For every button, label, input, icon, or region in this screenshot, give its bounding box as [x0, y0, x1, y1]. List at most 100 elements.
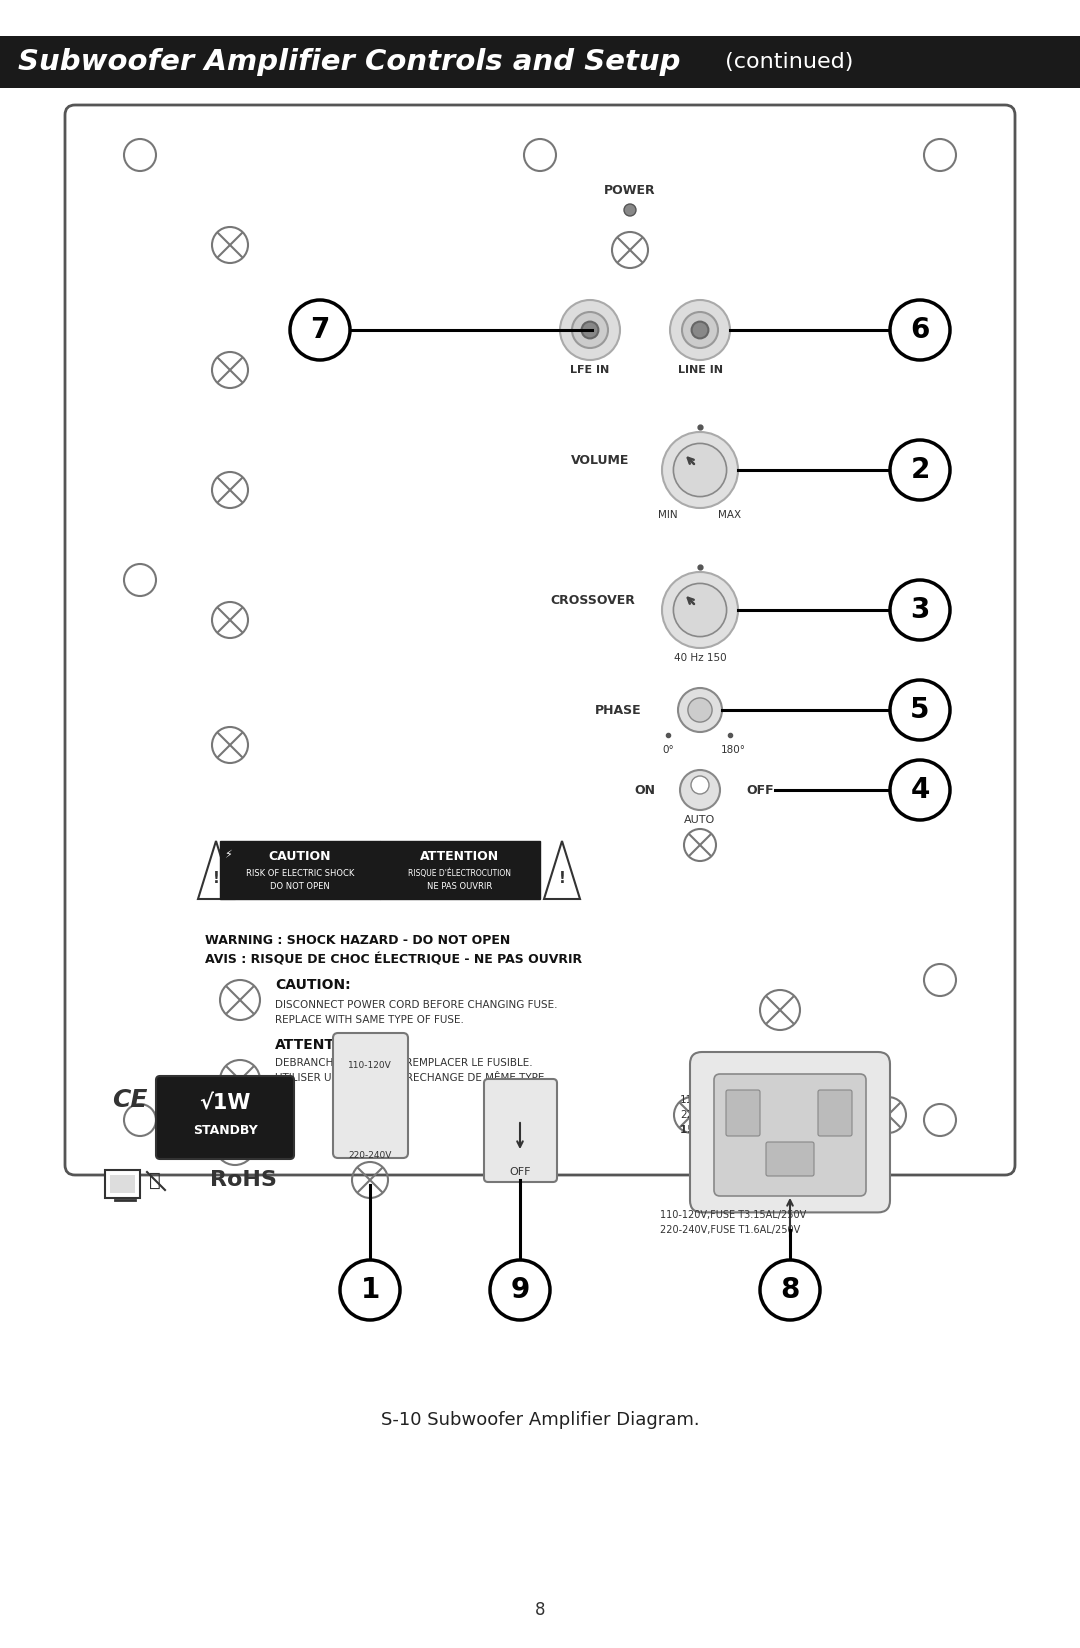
Text: 8: 8	[535, 1600, 545, 1618]
Text: CE: CE	[112, 1088, 148, 1112]
Polygon shape	[544, 840, 580, 900]
Circle shape	[678, 687, 723, 732]
Circle shape	[624, 204, 636, 216]
Circle shape	[662, 432, 738, 508]
Text: 110-120V: 110-120V	[348, 1061, 392, 1070]
Circle shape	[890, 440, 950, 499]
Circle shape	[674, 443, 727, 496]
Text: POWER: POWER	[604, 183, 656, 196]
Text: DO NOT OPEN: DO NOT OPEN	[270, 882, 329, 890]
Text: NE PAS OUVRIR: NE PAS OUVRIR	[428, 882, 492, 890]
Text: DISCONNECT POWER CORD BEFORE CHANGING FUSE.: DISCONNECT POWER CORD BEFORE CHANGING FU…	[275, 1000, 557, 1010]
Circle shape	[561, 300, 620, 359]
Circle shape	[890, 580, 950, 639]
Bar	[105, 1170, 140, 1198]
Text: 5: 5	[910, 695, 930, 723]
Text: ATTENTION:: ATTENTION:	[275, 1038, 369, 1051]
Text: 1: 1	[361, 1276, 380, 1304]
FancyBboxPatch shape	[484, 1079, 557, 1182]
Circle shape	[582, 321, 598, 338]
Text: CROSSOVER: CROSSOVER	[551, 593, 635, 606]
Circle shape	[340, 1261, 400, 1320]
Text: 2: 2	[910, 456, 930, 485]
Text: 110-120V~60Hz: 110-120V~60Hz	[680, 1094, 766, 1106]
Text: 🗑: 🗑	[149, 1170, 161, 1190]
Circle shape	[680, 770, 720, 811]
Text: ⚡: ⚡	[224, 850, 232, 860]
Text: ATTENTION: ATTENTION	[420, 849, 500, 862]
Polygon shape	[198, 840, 234, 900]
Text: 220-240V~50Hz: 220-240V~50Hz	[680, 1111, 766, 1121]
Text: √1W: √1W	[200, 1094, 251, 1114]
Text: (continued): (continued)	[718, 53, 853, 73]
Text: MIN: MIN	[658, 509, 678, 521]
Bar	[498, 1089, 542, 1126]
Circle shape	[691, 321, 708, 338]
Circle shape	[674, 583, 727, 636]
FancyBboxPatch shape	[65, 105, 1015, 1175]
Circle shape	[890, 681, 950, 740]
FancyBboxPatch shape	[726, 1089, 760, 1135]
Circle shape	[890, 300, 950, 359]
Text: MAX: MAX	[718, 509, 742, 521]
Text: 180°: 180°	[720, 745, 745, 755]
Text: UTILISER UN FUSIBLE DE RECHANGE DE MÊME TYPE.: UTILISER UN FUSIBLE DE RECHANGE DE MÊME …	[275, 1073, 548, 1083]
Text: 7: 7	[310, 316, 329, 344]
Text: CAUTION: CAUTION	[269, 849, 332, 862]
Text: VOLUME: VOLUME	[571, 453, 630, 466]
Text: 150 WATTS: 150 WATTS	[680, 1126, 746, 1135]
Text: CAUTION:: CAUTION:	[275, 977, 351, 992]
Circle shape	[662, 572, 738, 648]
Circle shape	[490, 1261, 550, 1320]
Text: 4: 4	[910, 776, 930, 804]
Text: REPLACE WITH SAME TYPE OF FUSE.: REPLACE WITH SAME TYPE OF FUSE.	[275, 1015, 464, 1025]
Circle shape	[890, 760, 950, 821]
FancyBboxPatch shape	[690, 1051, 890, 1213]
FancyBboxPatch shape	[156, 1076, 294, 1159]
Text: LFE IN: LFE IN	[570, 364, 609, 376]
Bar	[380, 840, 540, 900]
Text: PHASE: PHASE	[595, 704, 642, 717]
Text: AUTO: AUTO	[685, 816, 716, 826]
Text: LINE IN: LINE IN	[677, 364, 723, 376]
Circle shape	[688, 697, 712, 722]
Text: 8: 8	[781, 1276, 799, 1304]
Text: 0°: 0°	[662, 745, 674, 755]
Text: RISQUE D'ÉLECTROCUTION: RISQUE D'ÉLECTROCUTION	[408, 868, 512, 878]
Text: !: !	[558, 870, 566, 885]
FancyBboxPatch shape	[818, 1089, 852, 1135]
Text: S-10 Subwoofer Amplifier Diagram.: S-10 Subwoofer Amplifier Diagram.	[380, 1411, 700, 1429]
FancyBboxPatch shape	[766, 1142, 814, 1177]
Text: POWER: POWER	[497, 1089, 543, 1099]
Circle shape	[691, 776, 708, 794]
Bar	[110, 1175, 135, 1193]
Text: ON: ON	[511, 1106, 529, 1116]
Bar	[0, 36, 1080, 87]
Text: OFF: OFF	[510, 1167, 530, 1177]
Circle shape	[760, 1261, 820, 1320]
Circle shape	[572, 311, 608, 348]
Text: OFF: OFF	[746, 783, 773, 796]
Text: 220-240V,FUSE T1.6AL/250V: 220-240V,FUSE T1.6AL/250V	[660, 1224, 800, 1234]
Bar	[220, 840, 380, 900]
Text: 3: 3	[910, 597, 930, 625]
Text: RISK OF ELECTRIC SHOCK: RISK OF ELECTRIC SHOCK	[246, 868, 354, 877]
Text: DEBRANCHER AVANT DE REMPLACER LE FUSIBLE.: DEBRANCHER AVANT DE REMPLACER LE FUSIBLE…	[275, 1058, 532, 1068]
Text: ON: ON	[635, 783, 656, 796]
Text: 40 Hz 150: 40 Hz 150	[674, 653, 727, 662]
Circle shape	[670, 300, 730, 359]
Circle shape	[291, 300, 350, 359]
Text: STANDBY: STANDBY	[192, 1124, 257, 1137]
Text: 220-240V: 220-240V	[349, 1150, 392, 1160]
Text: !: !	[213, 870, 219, 885]
FancyBboxPatch shape	[714, 1074, 866, 1196]
Text: WARNING : SHOCK HAZARD - DO NOT OPEN: WARNING : SHOCK HAZARD - DO NOT OPEN	[205, 933, 510, 946]
Text: AVIS : RISQUE DE CHOC ÉLECTRIQUE - NE PAS OUVRIR: AVIS : RISQUE DE CHOC ÉLECTRIQUE - NE PA…	[205, 954, 582, 966]
Text: 110-120V,FUSE T3.15AL/250V: 110-120V,FUSE T3.15AL/250V	[660, 1210, 807, 1220]
Text: 9: 9	[511, 1276, 529, 1304]
Circle shape	[515, 1106, 525, 1116]
Bar	[350, 1088, 388, 1142]
FancyBboxPatch shape	[333, 1033, 408, 1159]
Circle shape	[681, 311, 718, 348]
Text: RoHS: RoHS	[210, 1170, 276, 1190]
